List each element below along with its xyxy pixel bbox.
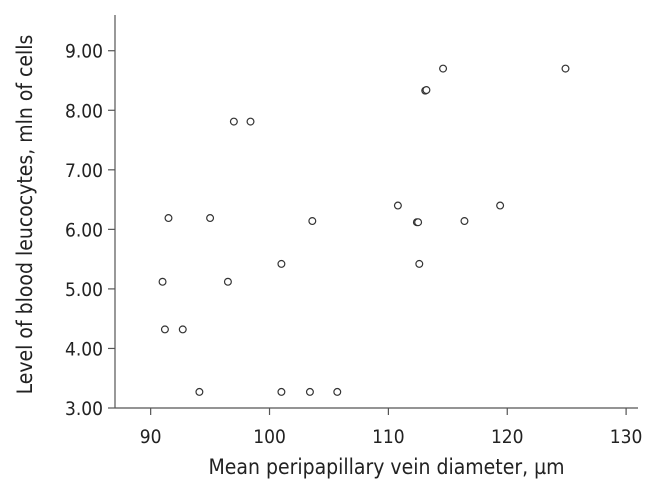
data-point (496, 201, 505, 210)
data-point (206, 214, 215, 223)
y-tick-label: 4.00 (65, 338, 103, 360)
y-tick-label: 6.00 (65, 219, 103, 241)
data-point (422, 86, 431, 95)
x-tick-label: 120 (491, 426, 524, 448)
data-point (277, 259, 286, 268)
data-point (223, 277, 232, 286)
data-point (160, 325, 169, 334)
data-point (158, 277, 167, 286)
y-axis-ticks: 3.00 4.00 5.00 6.00 7.00 8.00 9.00 (65, 41, 115, 420)
data-point (178, 325, 187, 334)
data-point (439, 64, 448, 73)
data-point (561, 64, 570, 73)
data-point (164, 214, 173, 223)
y-tick-label: 7.00 (65, 160, 103, 182)
x-tick-label: 100 (253, 426, 286, 448)
x-axis-title: Mean peripapillary vein diameter, µm (208, 455, 564, 479)
data-point (305, 387, 314, 396)
data-point (277, 387, 286, 396)
y-axis-title: Level of blood leucocytes, mln of cells (13, 35, 37, 395)
x-axis-ticks: 90 100 110 120 130 (140, 408, 643, 448)
data-points (158, 64, 570, 396)
x-tick-label: 130 (610, 426, 643, 448)
x-tick-label: 110 (372, 426, 405, 448)
data-point (415, 259, 424, 268)
data-point (393, 201, 402, 210)
x-tick-label: 90 (140, 426, 162, 448)
y-tick-label: 8.00 (65, 100, 103, 122)
y-tick-label: 9.00 (65, 41, 103, 63)
data-point (246, 117, 255, 126)
y-tick-label: 5.00 (65, 279, 103, 301)
data-point (333, 387, 342, 396)
data-point (460, 217, 469, 226)
data-point (414, 218, 423, 227)
data-point (308, 217, 317, 226)
y-tick-label: 3.00 (65, 398, 103, 420)
data-point (195, 387, 204, 396)
data-point (229, 117, 238, 126)
